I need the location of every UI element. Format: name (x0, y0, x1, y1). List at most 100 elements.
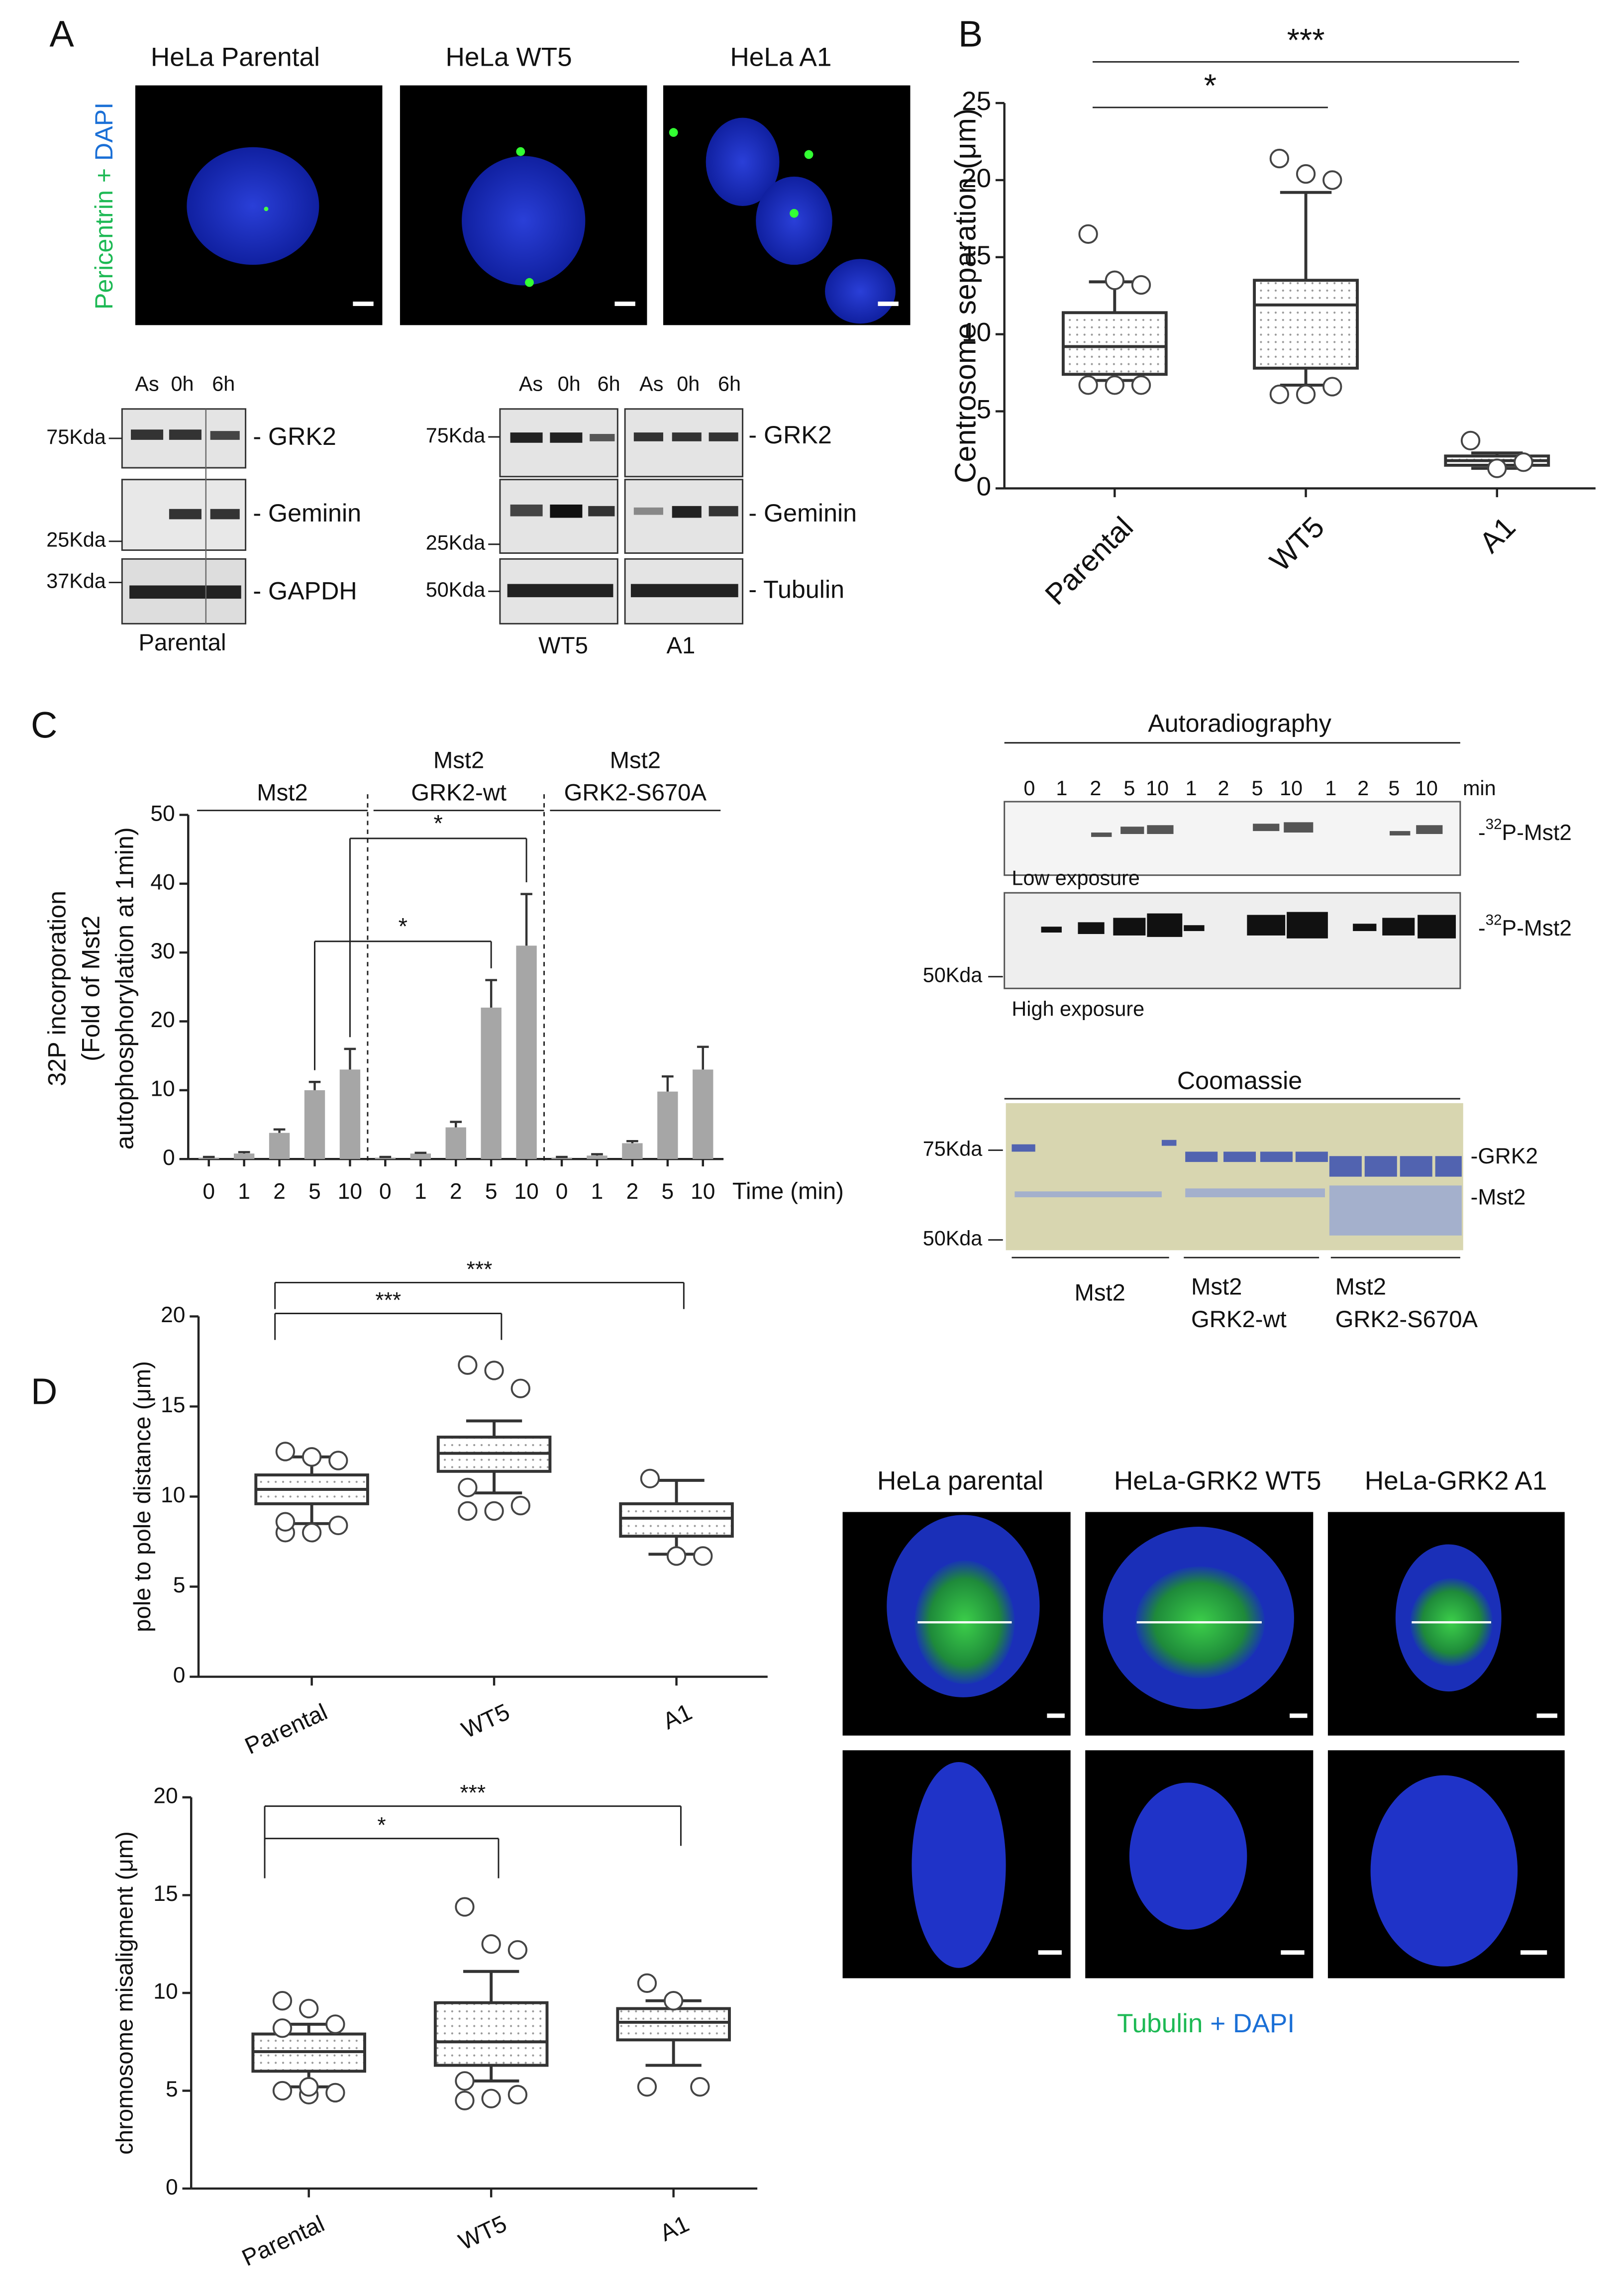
outlier (458, 1477, 478, 1498)
outlier (640, 1468, 660, 1488)
outlier (1296, 384, 1316, 405)
image-title: HeLa-GRK2 A1 (1365, 1466, 1547, 1495)
outlier (481, 1934, 501, 1954)
bar (622, 1143, 643, 1159)
outlier (507, 2085, 528, 2105)
y-axis-label: 32P incorporation (43, 891, 71, 1086)
significance-label: *** (1287, 22, 1325, 58)
outlier (1105, 270, 1124, 290)
outlier (637, 2077, 657, 2097)
unit-label: min (1463, 777, 1496, 800)
y-tick-label: 0 (173, 1663, 186, 1687)
y-tick-label: 50 (150, 801, 175, 826)
text-part: Tubulin (1117, 2009, 1203, 2038)
text-part: DAPI (1233, 2009, 1295, 2038)
outlier (481, 2088, 501, 2108)
image-title: HeLa parental (877, 1466, 1043, 1495)
lane-label: 0h (558, 372, 581, 395)
blot-label: WT5 (538, 632, 588, 659)
x-tick-label: 1 (591, 1179, 604, 1204)
x-tick-label: Parental (1038, 510, 1139, 611)
outlier (328, 1451, 348, 1470)
lane-label: 2 (1218, 777, 1229, 800)
bar (410, 1153, 431, 1159)
x-tick-label: WT5 (455, 2210, 511, 2255)
bar (339, 1069, 361, 1159)
lane-label: 2 (1357, 777, 1369, 800)
text-part: DAPI (90, 103, 118, 161)
outlier (302, 1523, 322, 1543)
text-part: - (1478, 916, 1486, 940)
text-part: 32 (1486, 912, 1502, 928)
bar (587, 1155, 608, 1159)
lane-label: 0h (677, 372, 700, 395)
x-axis-label: Time (min) (732, 1178, 844, 1205)
bar (199, 1157, 219, 1159)
outlier (484, 1501, 504, 1521)
outlier (1322, 170, 1342, 190)
x-tick-label: A1 (656, 2210, 693, 2246)
text-part: 32 (1486, 816, 1502, 833)
panel-c-gels (1004, 801, 1463, 1251)
bar (233, 1153, 255, 1159)
outlier (690, 2077, 710, 2097)
outlier (1460, 430, 1481, 451)
bar (375, 1157, 396, 1159)
lane-label: 10 (1146, 777, 1169, 800)
lane-label: 5 (1388, 777, 1400, 800)
bar (445, 1127, 466, 1159)
y-tick-label: 20 (153, 1784, 178, 1808)
marker-label: 75Kda (46, 425, 106, 448)
outlier (1078, 224, 1098, 244)
y-tick-label: 0 (163, 1146, 175, 1170)
outlier (510, 1378, 530, 1398)
outlier (1131, 375, 1151, 395)
outlier (1487, 458, 1507, 478)
y-tick-label: 25 (962, 87, 991, 116)
exposure-label: Low exposure (1012, 867, 1140, 890)
y-tick-label: 10 (161, 1483, 185, 1507)
protein-label: - GAPDH (253, 577, 357, 605)
lane-label: 5 (1123, 777, 1135, 800)
marker-label: 25Kda (46, 528, 106, 551)
group-label: Mst2 (257, 780, 307, 806)
outlier (1105, 375, 1124, 395)
y-axis-label: pole to pole distance (μm) (129, 1361, 156, 1632)
marker-label: 75Kda (426, 424, 486, 447)
x-tick-label: 2 (273, 1179, 286, 1204)
y-tick-label: 15 (962, 241, 991, 270)
bar (551, 1157, 572, 1159)
y-tick-label: 20 (962, 164, 991, 193)
outlier (275, 1442, 296, 1461)
bar (693, 1069, 713, 1159)
group-label: Mst2 (610, 747, 661, 774)
panel-a-images (135, 85, 911, 325)
outlier (1514, 452, 1533, 472)
marker-label: 37Kda (46, 570, 106, 593)
group-label: Mst2 (1335, 1274, 1386, 1300)
x-tick-label: 5 (662, 1179, 674, 1204)
y-axis-label: Centrosome separation (μm) (948, 108, 982, 483)
outlier (1131, 275, 1151, 295)
lane-label: 1 (1325, 777, 1336, 800)
outlier (1269, 148, 1290, 169)
lane-label: 6h (212, 372, 235, 395)
x-tick-label: 1 (414, 1179, 427, 1204)
image-title: HeLa Parental (151, 42, 320, 72)
marker-label: 50Kda (923, 964, 983, 987)
x-tick-label: 5 (485, 1179, 498, 1204)
outlier (455, 1897, 475, 1917)
y-tick-label: 15 (153, 1881, 178, 1906)
panel-a-blots (121, 408, 744, 625)
x-tick-label: A1 (1473, 510, 1522, 559)
band-label: -GRK2 (1471, 1144, 1538, 1168)
group-label: Mst2 (1191, 1274, 1242, 1300)
box (1253, 279, 1359, 370)
outlier (299, 2077, 319, 2097)
box (433, 2001, 549, 2067)
y-tick-label: 0 (166, 2175, 178, 2199)
marker-label: 75Kda (923, 1137, 983, 1160)
x-tick-label: 0 (556, 1179, 568, 1204)
outlier (272, 2018, 293, 2038)
